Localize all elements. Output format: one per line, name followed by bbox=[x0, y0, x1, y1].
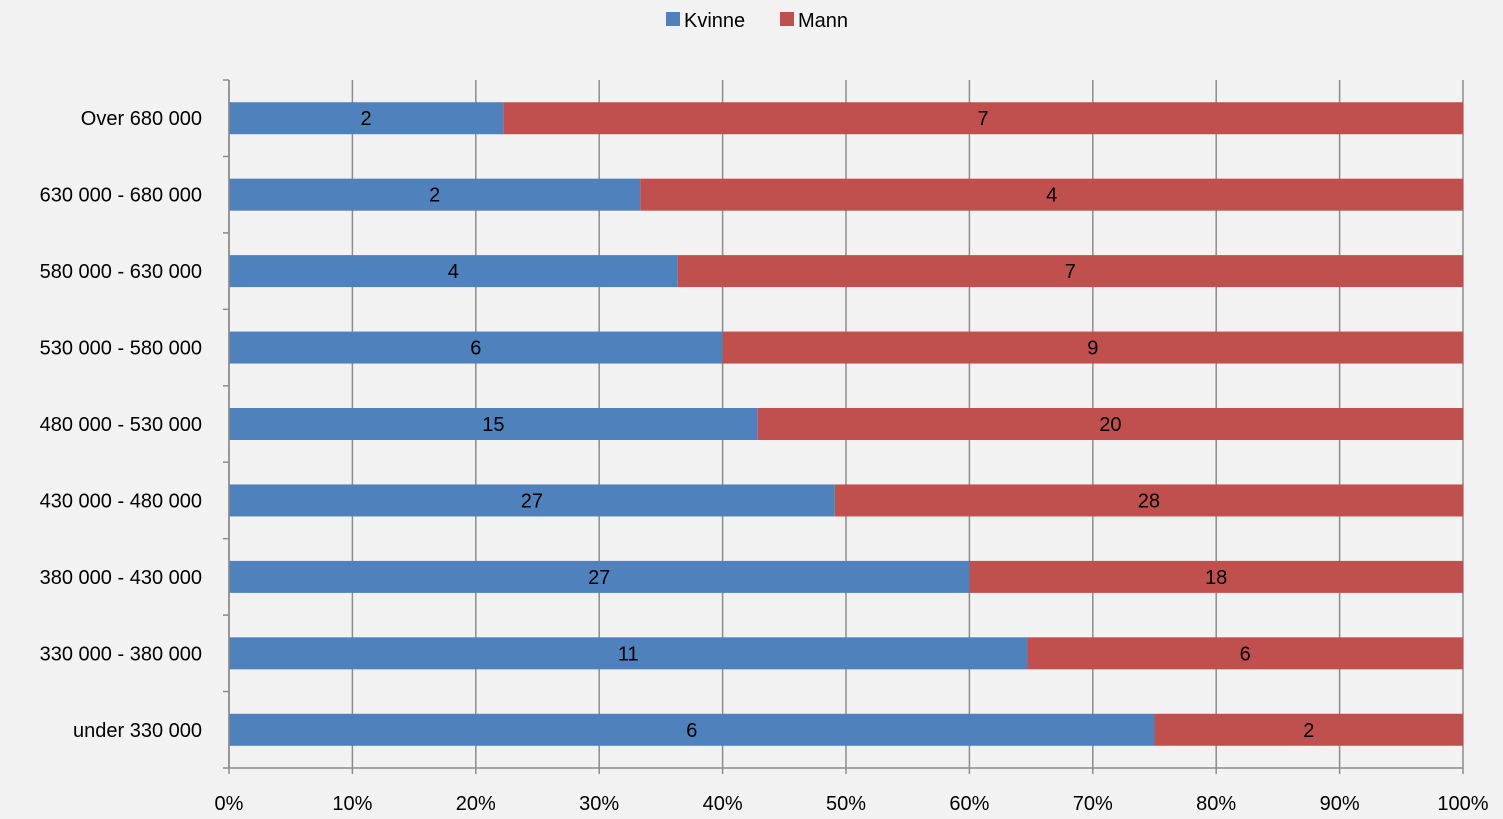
axes bbox=[223, 79, 1463, 769]
category-label: 630 000 - 680 000 bbox=[40, 185, 202, 207]
category-label: 330 000 - 380 000 bbox=[40, 643, 202, 665]
legend-swatch-mann bbox=[780, 12, 794, 26]
x-tick-label: 100% bbox=[1437, 793, 1488, 814]
bar-kvinne bbox=[229, 255, 678, 288]
data-label: 27 bbox=[588, 567, 610, 589]
x-tick-label: 10% bbox=[332, 793, 372, 814]
data-label: 15 bbox=[482, 414, 504, 436]
bar-kvinne bbox=[229, 560, 970, 593]
category-label: Over 680 000 bbox=[81, 108, 202, 130]
bar-mann bbox=[722, 331, 1463, 364]
data-label: 18 bbox=[1205, 567, 1227, 589]
category-label: under 330 000 bbox=[73, 720, 202, 742]
legend-label-kvinne: Kvinne bbox=[684, 10, 745, 32]
bar-mann bbox=[757, 408, 1463, 440]
data-label: 7 bbox=[978, 108, 989, 130]
tick-labels: Over 680 000 630 000 - 680 000 580 000 - 6… bbox=[40, 108, 1489, 815]
data-label: 2 bbox=[1303, 720, 1314, 742]
legend-swatch-kvinne bbox=[666, 12, 680, 26]
bar-kvinne bbox=[229, 637, 1028, 670]
data-label: 7 bbox=[1065, 261, 1076, 283]
data-label: 6 bbox=[1240, 643, 1251, 665]
data-label: 20 bbox=[1099, 414, 1121, 436]
category-label: 530 000 - 580 000 bbox=[40, 338, 202, 360]
x-tick-label: 20% bbox=[456, 793, 496, 814]
data-label: 28 bbox=[1138, 490, 1160, 512]
data-label: 2 bbox=[429, 185, 440, 207]
bar-kvinne bbox=[229, 178, 641, 211]
x-tick-label: 70% bbox=[1073, 793, 1113, 814]
bar-mann bbox=[1027, 637, 1463, 670]
bar-mann bbox=[834, 484, 1463, 517]
bar-kvinne bbox=[229, 484, 835, 517]
bar-kvinne bbox=[229, 713, 1155, 746]
x-tick-label: 90% bbox=[1320, 793, 1360, 814]
bar-mann bbox=[677, 255, 1463, 288]
data-label: 27 bbox=[521, 490, 543, 512]
x-tick-label: 80% bbox=[1196, 793, 1236, 814]
legend: Kvinne Mann bbox=[666, 10, 848, 32]
bar-kvinne bbox=[229, 102, 504, 135]
bar-mann bbox=[969, 560, 1463, 593]
category-label: 380 000 - 430 000 bbox=[40, 567, 202, 589]
legend-label-mann: Mann bbox=[798, 10, 848, 32]
data-label: 4 bbox=[1046, 185, 1057, 207]
data-label: 9 bbox=[1087, 338, 1098, 360]
bar-mann bbox=[503, 102, 1463, 135]
x-tick-label: 50% bbox=[826, 793, 866, 814]
category-label: 480 000 - 530 000 bbox=[40, 414, 202, 436]
data-label: 11 bbox=[618, 643, 639, 665]
data-label: 6 bbox=[686, 720, 697, 742]
x-tick-label: 0% bbox=[215, 793, 244, 814]
data-label: 4 bbox=[448, 261, 459, 283]
x-tick-label: 30% bbox=[579, 793, 619, 814]
bar-mann bbox=[1154, 713, 1463, 746]
bar-mann bbox=[640, 178, 1463, 211]
x-tick-label: 40% bbox=[703, 793, 743, 814]
bar-kvinne bbox=[229, 408, 758, 440]
data-label: 2 bbox=[361, 108, 372, 130]
x-tick-label: 60% bbox=[949, 793, 989, 814]
category-label: 580 000 - 630 000 bbox=[40, 261, 202, 283]
bar-kvinne bbox=[229, 331, 723, 364]
data-label: 6 bbox=[470, 338, 481, 360]
category-label: 430 000 - 480 000 bbox=[40, 490, 202, 512]
